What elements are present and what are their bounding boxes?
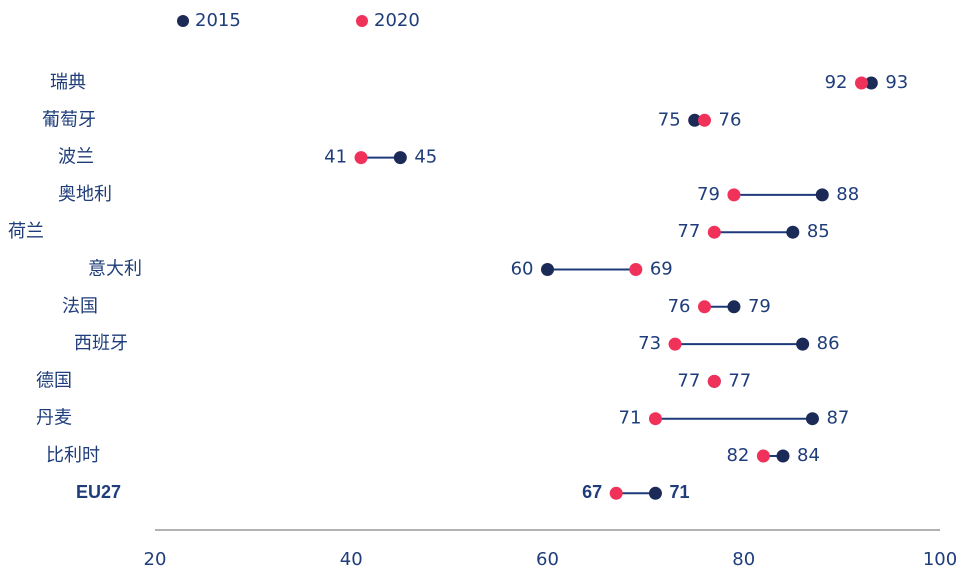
value-label: 67 <box>582 482 602 502</box>
value-label: 76 <box>668 296 691 317</box>
value-label: 93 <box>885 72 908 93</box>
legend-label: 2015 <box>195 10 241 31</box>
value-label: 88 <box>836 184 859 205</box>
value-label: 77 <box>677 221 700 242</box>
dot <box>688 113 702 127</box>
dot <box>648 486 662 500</box>
value-label: 92 <box>825 72 848 93</box>
legend-marker <box>177 15 189 27</box>
category-label: 波兰 <box>58 147 94 168</box>
value-label: 79 <box>748 296 771 317</box>
dot <box>648 412 662 426</box>
dot <box>707 225 721 239</box>
dot <box>756 449 770 463</box>
category-label: EU27 <box>76 482 121 502</box>
value-label: 82 <box>726 445 749 466</box>
value-label: 77 <box>728 370 751 391</box>
dot <box>541 263 554 276</box>
value-label: 84 <box>797 445 820 466</box>
category-label: 法国 <box>62 296 98 317</box>
value-label: 86 <box>817 333 840 354</box>
value-label: 85 <box>807 221 830 242</box>
dot <box>354 151 368 165</box>
category-label: 德国 <box>36 370 72 391</box>
dot <box>707 374 721 388</box>
value-label: 77 <box>677 370 700 391</box>
x-tick-label: 60 <box>536 549 559 570</box>
legend-marker <box>356 15 368 27</box>
value-label: 87 <box>826 408 849 429</box>
legend-label: 2020 <box>374 10 420 31</box>
x-tick-label: 20 <box>144 549 167 570</box>
dot <box>629 263 643 276</box>
dot <box>796 337 810 351</box>
x-tick-label: 40 <box>340 549 363 570</box>
category-label: 比利时 <box>46 445 100 466</box>
value-label: 71 <box>619 408 642 429</box>
dot <box>698 113 711 127</box>
dot <box>805 412 819 426</box>
value-label: 75 <box>658 109 681 130</box>
value-label: 76 <box>719 109 742 130</box>
dot <box>698 300 711 314</box>
category-label: 奥地利 <box>58 184 112 205</box>
value-label: 71 <box>669 482 689 502</box>
value-label: 79 <box>697 184 720 205</box>
value-label: 41 <box>324 147 347 168</box>
x-tick-label: 100 <box>923 549 957 570</box>
dot <box>776 449 790 463</box>
value-label: 60 <box>511 259 534 280</box>
dot <box>864 76 878 90</box>
value-label: 73 <box>638 333 661 354</box>
value-label: 69 <box>650 259 673 280</box>
value-label: 45 <box>414 147 437 168</box>
category-label: 葡萄牙 <box>42 109 96 130</box>
dot <box>393 151 407 165</box>
category-label: 荷兰 <box>8 221 44 242</box>
category-label: 丹麦 <box>36 408 72 429</box>
dot <box>668 337 682 351</box>
dot <box>609 486 623 500</box>
x-tick-label: 80 <box>732 549 755 570</box>
dot <box>727 188 741 202</box>
dot <box>855 76 868 90</box>
category-label: 西班牙 <box>74 333 128 354</box>
dot <box>786 225 800 239</box>
dot <box>815 188 829 202</box>
dot <box>727 300 741 314</box>
category-label: 意大利 <box>88 259 142 280</box>
category-label: 瑞典 <box>50 72 86 93</box>
